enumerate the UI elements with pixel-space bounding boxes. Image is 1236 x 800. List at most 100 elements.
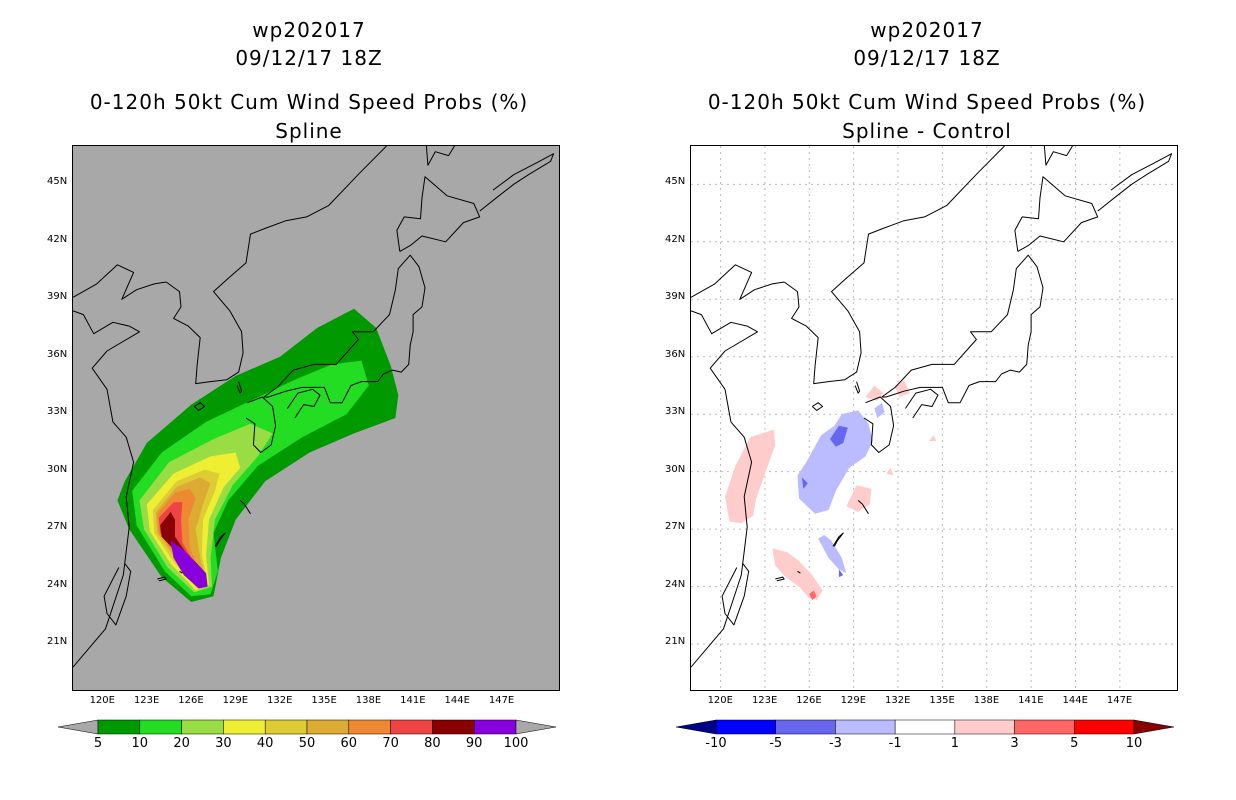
colorbar-box <box>264 719 308 735</box>
x-tick-label: 126E <box>796 695 822 706</box>
coastline-jeju <box>811 402 824 411</box>
contour-level--1 <box>874 402 885 418</box>
y-tick-label: 39N <box>47 291 68 303</box>
colorbar-label: -3 <box>828 736 842 751</box>
coastline-honshu <box>881 254 1044 404</box>
x-tick-label: 126E <box>178 695 204 706</box>
coastline-okinawa <box>214 532 226 547</box>
y-tick-label: 24N <box>47 578 68 590</box>
x-tick-label: 135E <box>311 695 337 706</box>
coastline-sakhalin <box>425 146 455 166</box>
contour-level-1 <box>886 467 894 476</box>
coastline-tsushima <box>854 381 861 394</box>
x-tick-label: 132E <box>885 695 911 706</box>
colorbar-box <box>390 719 433 735</box>
y-tick-label: 36N <box>47 348 68 360</box>
colorbar-label: 80 <box>424 736 441 751</box>
contour-level-1 <box>772 548 823 600</box>
x-tick-label: 141E <box>1018 695 1044 706</box>
coastline-tsushima <box>236 381 243 394</box>
coastline-ryukyu-north <box>239 500 251 515</box>
right-panel: wp202017 09/12/17 18Z 0-120h 50kt Cum Wi… <box>618 0 1236 800</box>
y-tick-label: 33N <box>47 406 68 418</box>
coastline-taiwan <box>103 563 132 626</box>
colorbar-over-triangle <box>1133 719 1174 735</box>
contour-level-1 <box>865 385 884 401</box>
contour-level-1 <box>846 485 872 512</box>
colorbar-label: 50 <box>298 736 316 751</box>
coastline-miyako <box>179 570 183 574</box>
x-tick-label: 147E <box>488 695 515 706</box>
colorbar-box <box>473 719 517 735</box>
y-tick-label: 45N <box>665 176 686 188</box>
coastline-liaodong <box>691 264 785 300</box>
coastline-kyushu <box>863 396 895 453</box>
probability-map <box>72 145 560 691</box>
x-tick-label: 144E <box>1062 695 1088 706</box>
colorbar-box <box>954 719 1015 735</box>
coastline-shikoku <box>904 388 939 419</box>
colorbar-box <box>223 719 266 735</box>
chart-title-line-3: 0-120h 50kt Cum Wind Speed Probs (%) <box>89 90 529 114</box>
coastline-kyushu <box>245 396 277 453</box>
x-tick-label: 120E <box>707 695 733 706</box>
coastline-miyako <box>797 570 801 574</box>
chart-title-line-2: 09/12/17 18Z <box>235 46 383 70</box>
colorbar-label: 3 <box>1010 736 1019 751</box>
colorbar-label: 30 <box>215 736 232 751</box>
contour-level--3 <box>801 477 808 489</box>
x-tick-label: 120E <box>89 695 115 706</box>
x-tick-label: 129E <box>222 695 249 706</box>
colorbar-box <box>181 719 224 735</box>
contour-level-3 <box>809 590 817 600</box>
colorbar-label: -1 <box>888 736 902 751</box>
x-tick-label: 123E <box>751 695 778 706</box>
coastline-hokkaido <box>396 176 481 252</box>
contour-level--1 <box>797 410 873 514</box>
coastline-korea-russia <box>783 146 1005 385</box>
x-tick-label: 132E <box>267 695 293 706</box>
y-tick-label: 27N <box>47 521 68 533</box>
map-background <box>691 146 1177 690</box>
colorbar-box <box>348 719 391 735</box>
contour-level--3 <box>830 425 848 447</box>
colorbar-label: 40 <box>256 736 274 751</box>
x-tick-label: 141E <box>400 695 426 706</box>
colorbar-box <box>775 719 836 735</box>
chart-title-line-1: wp202017 <box>870 18 984 42</box>
difference-map <box>690 145 1178 691</box>
y-tick-label: 30N <box>665 463 686 475</box>
coastline-taiwan <box>721 563 750 626</box>
probability-colorbar <box>58 719 556 735</box>
colorbar-label: 20 <box>173 736 190 751</box>
colorbar-under-triangle <box>676 719 717 735</box>
coastline-yaeyama <box>775 576 785 582</box>
x-tick-label: 129E <box>840 695 867 706</box>
colorbar-box <box>835 719 896 735</box>
x-tick-label: 138E <box>973 695 1000 706</box>
contour-level-1 <box>725 429 776 524</box>
coastline-shikoku <box>286 388 321 419</box>
x-tick-label: 144E <box>444 695 470 706</box>
colorbar-box <box>97 719 141 735</box>
colorbar-label: 5 <box>93 736 103 751</box>
x-tick-label: 138E <box>355 695 382 706</box>
contour-level--3 <box>838 569 844 578</box>
colorbar-box <box>715 719 776 735</box>
colorbar-box <box>306 719 350 735</box>
colorbar-box <box>1014 719 1075 735</box>
colorbar-label: -10 <box>705 736 727 751</box>
probability-map-svg <box>73 146 559 690</box>
coastline-jeju <box>193 402 206 411</box>
coastline-kurils <box>1097 153 1173 212</box>
contour-level-1 <box>929 435 937 441</box>
x-tick-label: 135E <box>929 695 955 706</box>
coastline-korea-russia <box>165 146 387 385</box>
x-tick-label: 147E <box>1106 695 1133 706</box>
colorbar-over-triangle <box>515 719 556 735</box>
colorbar-under-triangle <box>58 719 99 735</box>
colorbar-label: 1 <box>950 736 959 751</box>
contour-level--1 <box>818 534 847 574</box>
coastline-sakhalin <box>1043 146 1073 166</box>
coastline-asia-mainland <box>691 310 758 668</box>
